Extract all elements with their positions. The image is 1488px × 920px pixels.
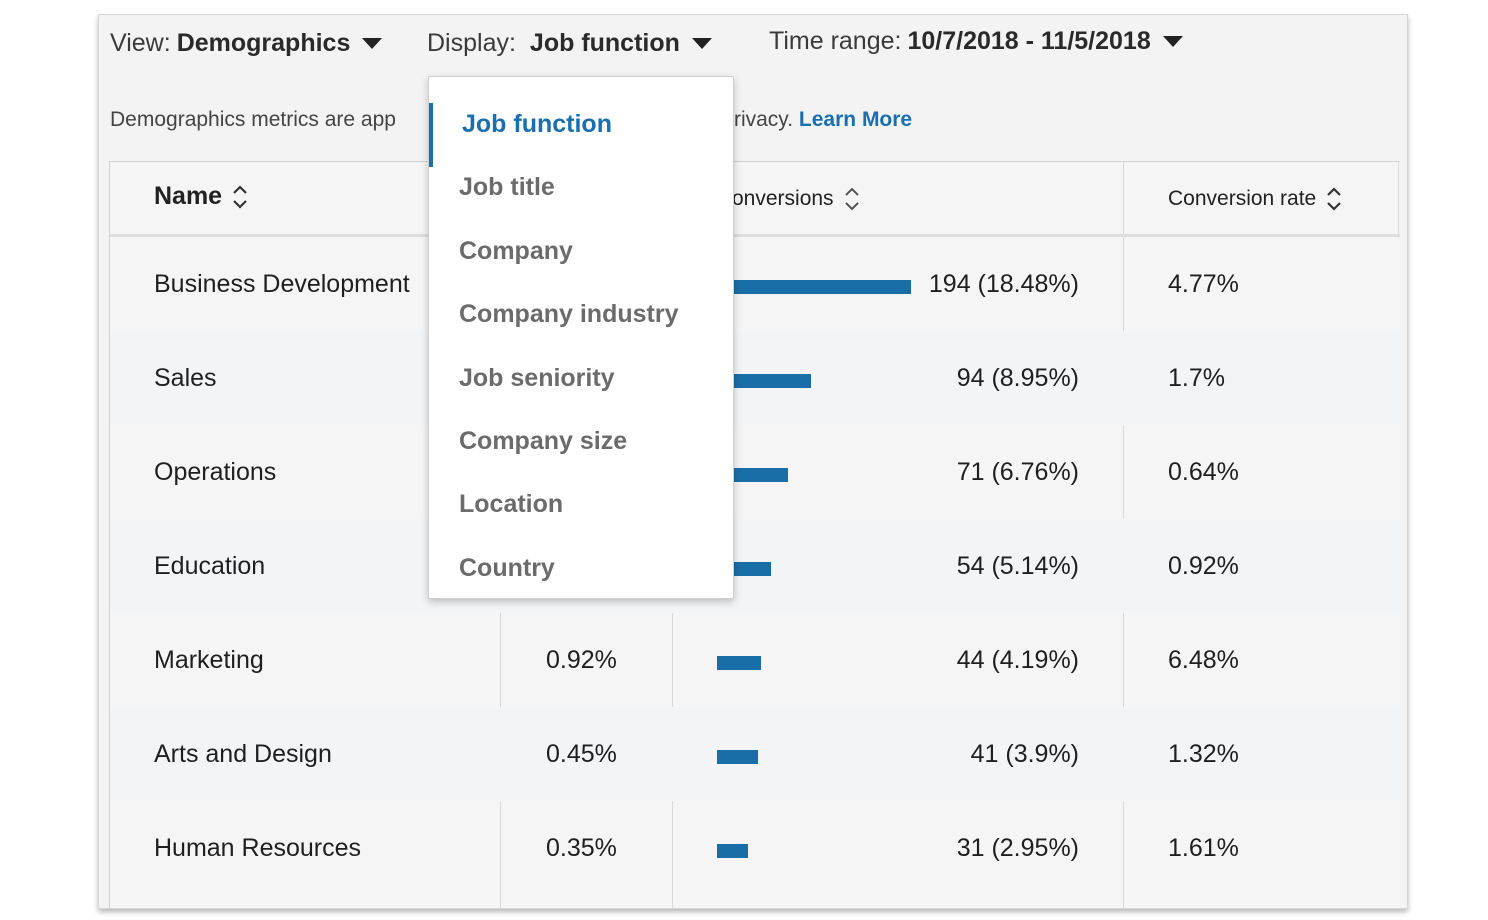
caret-down-icon [691, 38, 712, 49]
table-row[interactable]: Operations 71 (6.76%) 0.64% [110, 425, 1400, 519]
row-rate: 0.35% [546, 834, 617, 862]
row-conversion-rate: 1.61% [1168, 834, 1239, 862]
conversions-column-header[interactable]: onversions [732, 186, 860, 212]
table-row[interactable]: Education 54 (5.14%) 0.92% [110, 519, 1400, 613]
time-range-value: 10/7/2018 - 11/5/2018 [907, 27, 1151, 55]
time-range-selector[interactable]: Time range: 10/7/2018 - 11/5/2018 [769, 27, 1183, 56]
conversion-rate-column-header[interactable]: Conversion rate [1168, 186, 1342, 212]
table-row[interactable]: Marketing 0.92% 44 (4.19%) 6.48% [110, 613, 1400, 707]
row-conversion-rate: 0.92% [1168, 552, 1239, 580]
row-conversions: 194 (18.48%) [928, 270, 1079, 298]
row-conversions: 44 (4.19%) [956, 646, 1079, 674]
row-name: Education [154, 552, 266, 580]
conversions-bar [717, 656, 761, 670]
learn-more-link[interactable]: Learn More [798, 108, 913, 131]
table-row[interactable]: Human Resources 0.35% 31 (2.95%) 1.61% [110, 801, 1400, 895]
table-header: Name onversions Conversion rate [110, 162, 1400, 237]
row-conversions: 41 (3.9%) [970, 740, 1079, 768]
table-row[interactable]: Sales 94 (8.95%) 1.7% [110, 331, 1400, 425]
row-rate: 0.92% [546, 646, 617, 674]
sort-icon[interactable] [844, 186, 860, 212]
row-conversions: 31 (2.95%) [956, 834, 1079, 862]
row-rate: 0.45% [546, 740, 617, 768]
dropdown-item-label: Location [459, 490, 564, 518]
display-value: Job function [529, 29, 680, 57]
dropdown-item-label: Company industry [459, 300, 679, 328]
dropdown-item-country[interactable]: Country [429, 541, 733, 604]
view-selector[interactable]: View: Demographics [110, 29, 383, 58]
dropdown-item-label: Country [459, 554, 555, 582]
name-header-label: Name [154, 182, 223, 210]
name-column-header[interactable]: Name [154, 182, 248, 211]
row-name: Business Development [154, 270, 410, 298]
privacy-notice-text-end: rivacy. [733, 108, 794, 131]
dropdown-item-job-title[interactable]: Job title [429, 160, 733, 223]
time-range-label: Time range: [769, 27, 902, 55]
view-label: View: [110, 29, 171, 57]
row-name: Marketing [154, 646, 264, 674]
row-conversions: 71 (6.76%) [956, 458, 1079, 486]
conversions-bar [717, 750, 758, 764]
sort-icon[interactable] [232, 184, 248, 210]
row-conversion-rate: 1.7% [1168, 364, 1225, 392]
dropdown-item-location[interactable]: Location [429, 477, 733, 540]
row-name: Human Resources [154, 834, 362, 862]
row-name: Sales [154, 364, 217, 392]
caret-down-icon [1162, 36, 1183, 47]
caret-down-icon [362, 38, 383, 49]
table-row[interactable]: Arts and Design 0.45% 41 (3.9%) 1.32% [110, 707, 1400, 801]
dropdown-item-company-industry[interactable]: Company industry [429, 287, 733, 350]
sort-icon[interactable] [1326, 186, 1342, 212]
privacy-notice-text: Demographics metrics are app [110, 108, 396, 131]
row-conversion-rate: 6.48% [1168, 646, 1239, 674]
dropdown-item-job-seniority[interactable]: Job seniority [429, 351, 733, 414]
row-conversions: 54 (5.14%) [956, 552, 1079, 580]
dropdown-item-label: Job function [462, 110, 612, 138]
display-selector[interactable]: Display: Job function [427, 29, 712, 58]
dropdown-item-label: Company [459, 237, 573, 265]
column-divider [1398, 162, 1399, 234]
conversions-header-label: onversions [732, 187, 834, 210]
dropdown-item-company[interactable]: Company [429, 224, 733, 287]
row-conversion-rate: 0.64% [1168, 458, 1239, 486]
demographics-panel: View: Demographics Display: Job function… [98, 14, 1408, 909]
row-name: Operations [154, 458, 277, 486]
row-conversions: 94 (8.95%) [956, 364, 1079, 392]
dropdown-item-job-function[interactable]: Job function [429, 97, 733, 167]
row-conversion-rate: 1.32% [1168, 740, 1239, 768]
dropdown-item-label: Company size [459, 427, 628, 455]
privacy-notice: Demographics metrics are app rivacy. Lear… [110, 108, 912, 132]
display-dropdown-menu: Job function Job title Company Company i… [428, 76, 734, 599]
conversions-bar [717, 280, 911, 294]
conversion-rate-header-label: Conversion rate [1168, 187, 1317, 210]
display-label: Display: [427, 29, 516, 57]
conversions-bar [717, 844, 748, 858]
demographics-table: Name onversions Conversion rate Busi [109, 161, 1400, 908]
view-value: Demographics [176, 29, 351, 57]
filter-toolbar: View: Demographics Display: Job function… [99, 15, 1407, 77]
row-name: Arts and Design [154, 740, 332, 768]
dropdown-item-company-size[interactable]: Company size [429, 414, 733, 477]
conversions-bar [717, 374, 811, 388]
dropdown-item-label: Job title [459, 173, 555, 201]
table-row[interactable]: Business Development 194 (18.48%) 4.77% [110, 237, 1400, 331]
row-conversion-rate: 4.77% [1168, 270, 1239, 298]
dropdown-item-label: Job seniority [459, 364, 615, 392]
conversions-bar [717, 468, 788, 482]
